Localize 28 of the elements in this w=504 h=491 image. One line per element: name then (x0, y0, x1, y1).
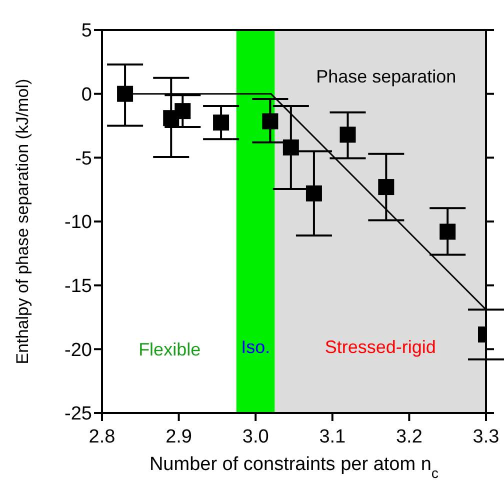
y-tick-label: -20 (64, 340, 92, 361)
point (174, 103, 191, 120)
point (340, 126, 356, 143)
point (440, 224, 456, 240)
point (262, 113, 278, 130)
x-tick-label: 3.3 (472, 426, 500, 448)
point (213, 114, 230, 131)
x-tick-label: 2.8 (88, 426, 116, 448)
annotation: Phase separation (316, 66, 456, 86)
point (378, 179, 394, 196)
annotation: Flexible (138, 339, 201, 360)
point (282, 139, 299, 156)
y-tick-label: -25 (64, 404, 92, 425)
x-tick-label: 3.2 (396, 426, 422, 448)
y-tick-label: -5 (75, 148, 92, 170)
x-tick-label: 3.1 (319, 426, 346, 448)
point (117, 86, 134, 102)
band-label: Iso. (241, 337, 270, 357)
x-tick-label: 3.0 (242, 426, 269, 448)
y-axis-title: Enthalpy of phase separation (kJ/mol) (13, 78, 32, 364)
x-axis-title: Number of constraints per atom n$_{c}$ (149, 454, 439, 482)
band-label: Stressed-rigid (324, 337, 436, 357)
y-tick-label: 0 (81, 84, 92, 106)
y-tick-label: 5 (81, 20, 92, 42)
point (306, 185, 322, 202)
y-tick-label: -15 (64, 276, 92, 298)
y-tick-label: -10 (64, 212, 92, 234)
x-tick-label: 2.9 (166, 426, 192, 448)
